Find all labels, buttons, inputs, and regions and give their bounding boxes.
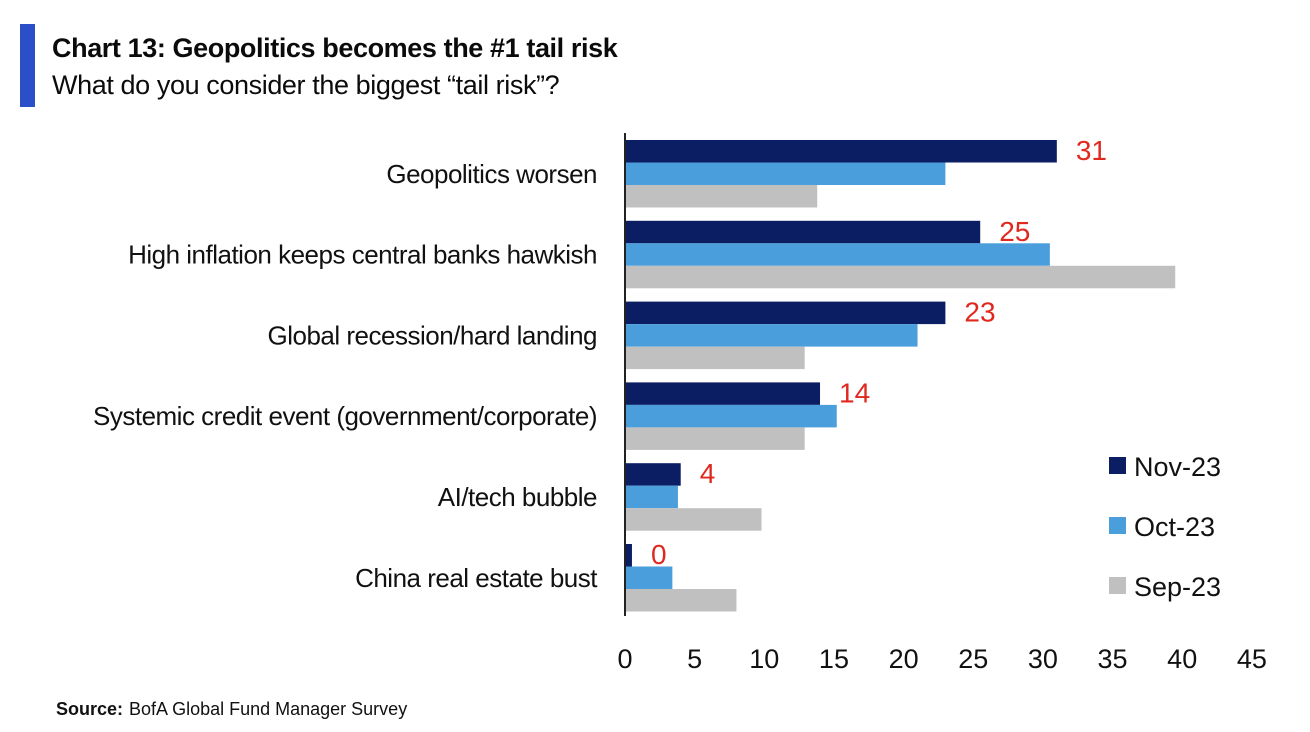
category-label: Global recession/hard landing bbox=[268, 320, 598, 350]
x-tick-label: 40 bbox=[1167, 644, 1197, 674]
source-text: BofA Global Fund Manager Survey bbox=[129, 699, 408, 719]
bar-oct-23-0 bbox=[625, 162, 946, 185]
bar-oct-23-2 bbox=[625, 324, 918, 347]
x-tick-label: 25 bbox=[958, 644, 988, 674]
legend-label: Sep-23 bbox=[1134, 572, 1221, 602]
bar-nov-23-0 bbox=[625, 140, 1057, 163]
bar-sep-23-1 bbox=[625, 265, 1176, 289]
legend-swatch-nov-23 bbox=[1109, 457, 1126, 474]
data-label-nov: 14 bbox=[839, 377, 870, 408]
data-label-nov: 23 bbox=[964, 297, 995, 328]
category-label: AI/tech bubble bbox=[438, 482, 597, 512]
x-tick-label: 0 bbox=[617, 644, 632, 674]
x-tick-label: 35 bbox=[1098, 644, 1128, 674]
category-label: Systemic credit event (government/corpor… bbox=[93, 401, 597, 431]
bar-sep-23-2 bbox=[625, 346, 805, 370]
x-tick-label: 45 bbox=[1237, 644, 1267, 674]
bar-nov-23-1 bbox=[625, 220, 981, 244]
chart-title: Chart 13: Geopolitics becomes the #1 tai… bbox=[52, 33, 618, 63]
bar-nov-23-2 bbox=[625, 301, 946, 325]
category-label: China real estate bust bbox=[355, 563, 598, 593]
bar-sep-23-5 bbox=[625, 589, 737, 612]
bar-sep-23-0 bbox=[625, 185, 818, 208]
x-tick-label: 5 bbox=[687, 644, 702, 674]
data-label-nov: 4 bbox=[700, 458, 716, 489]
data-label-nov: 31 bbox=[1076, 135, 1107, 166]
bar-nov-23-3 bbox=[625, 382, 821, 405]
data-label-nov: 0 bbox=[651, 539, 667, 570]
x-tick-label: 20 bbox=[889, 644, 919, 674]
bar-oct-23-3 bbox=[625, 404, 837, 428]
chart-subtitle: What do you consider the biggest “tail r… bbox=[52, 70, 560, 100]
bar-sep-23-4 bbox=[625, 508, 762, 531]
data-label-nov: 25 bbox=[999, 216, 1030, 247]
bar-oct-23-4 bbox=[625, 485, 678, 509]
x-tick-label: 15 bbox=[819, 644, 849, 674]
x-tick-label: 30 bbox=[1028, 644, 1058, 674]
bar-nov-23-5 bbox=[625, 544, 632, 567]
bar-sep-23-3 bbox=[625, 427, 805, 450]
source-label: Source: bbox=[56, 699, 124, 719]
bar-oct-23-1 bbox=[625, 243, 1050, 266]
legend-swatch-oct-23 bbox=[1109, 517, 1126, 534]
bar-oct-23-5 bbox=[625, 566, 673, 589]
category-label: High inflation keeps central banks hawki… bbox=[128, 240, 597, 270]
legend-swatch-sep-23 bbox=[1109, 577, 1126, 594]
category-label: Geopolitics worsen bbox=[386, 159, 597, 189]
legend-label: Oct-23 bbox=[1134, 512, 1215, 542]
x-tick-label: 10 bbox=[749, 644, 779, 674]
bar-nov-23-4 bbox=[625, 463, 681, 486]
title-accent-bar bbox=[20, 24, 35, 107]
legend-label: Nov-23 bbox=[1134, 452, 1221, 482]
source-note: Source: BofA Global Fund Manager Survey bbox=[56, 699, 407, 720]
